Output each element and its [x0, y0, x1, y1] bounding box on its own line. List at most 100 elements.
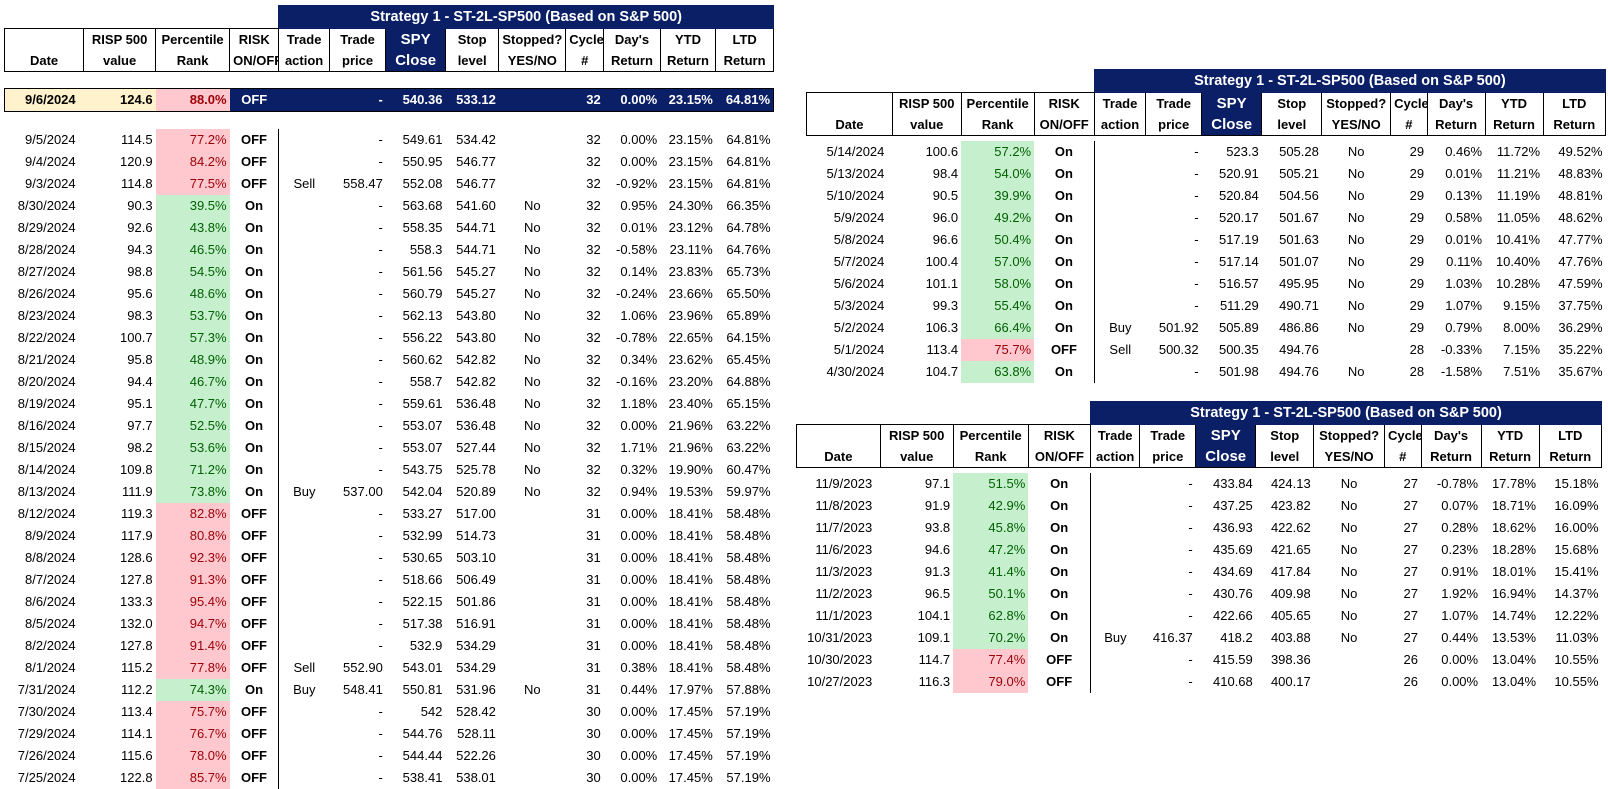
stopped-cell [1314, 649, 1385, 671]
rank-cell: 39.9% [961, 185, 1035, 207]
ytd-return-cell: 8.00% [1503, 320, 1541, 335]
table-row: 10/30/2023 114.7 77.4% OFF - 415.59 398.36 26 0.… [797, 649, 1602, 671]
stopped-cell: No [1347, 254, 1365, 269]
close-cell: 543.75 [402, 462, 443, 477]
date-cell: 10/31/2023 [807, 630, 873, 645]
table-row: 8/6/2024 133.3 95.4% OFF - 522.15 501.86 31 0.00… [5, 591, 774, 613]
stopped-cell: No [523, 484, 541, 499]
table-row: 5/1/2024 113.4 75.7% OFF Sell 500.32 500.35 494… [807, 339, 1606, 361]
action-cell [278, 371, 330, 393]
rank-cell: 43.8% [155, 217, 230, 239]
action-cell: Sell [278, 173, 330, 195]
table-1: Strategy 1 - ST-2L-SP500 (Based on S&P 5… [3, 5, 774, 789]
current-row: 9/6/2024 124.6 88.0% OFF - 540.36 533.12… [3, 88, 774, 112]
cycle-cell: 32 [586, 440, 601, 455]
ltd-return-cell: 16.09% [1554, 498, 1599, 513]
ytd-return-cell: 14.74% [1491, 608, 1537, 623]
price-cell: - [378, 726, 383, 741]
header-cell: Rank [952, 446, 1029, 468]
ytd-return-cell: 21.96% [668, 418, 713, 433]
stop-cell: 534.29 [456, 660, 496, 675]
ytd-return-cell: 18.41% [668, 660, 713, 675]
close-cell: 532.99 [402, 528, 443, 543]
risp-cell: 127.8 [120, 572, 153, 587]
risk-cell: On [244, 330, 264, 345]
cycle-cell: 27 [1403, 630, 1419, 645]
price-cell: - [378, 286, 383, 301]
header-cell: Day's [1420, 424, 1482, 446]
ltd-return-cell: 64.88% [726, 374, 771, 389]
ytd-return-cell: 23.20% [668, 374, 713, 389]
stopped-cell: No [1340, 476, 1358, 491]
header-cell-spy: SPY [1201, 92, 1262, 114]
date-cell: 8/20/2024 [17, 374, 76, 389]
risk-cell: OFF [241, 132, 267, 147]
date-cell: 9/4/2024 [25, 154, 76, 169]
date-cell: 8/27/2024 [17, 264, 76, 279]
day-return-cell: -0.58% [616, 242, 658, 257]
header-cell: value [891, 114, 962, 136]
header-cell: Stopped? [1321, 92, 1391, 114]
stopped-cell: No [1340, 542, 1358, 557]
stop-cell: 525.78 [456, 462, 496, 477]
ltd-return-cell: 15.18% [1554, 476, 1599, 491]
close-cell: 550.95 [402, 154, 443, 169]
rank-cell: 77.4% [953, 649, 1029, 671]
action-cell [1093, 229, 1146, 251]
risp-cell: 96.0 [932, 210, 959, 225]
day-return-cell: 0.95% [620, 198, 658, 213]
date-cell: 11/3/2023 [815, 564, 873, 579]
current-action [278, 88, 330, 112]
rank-cell: 94.7% [155, 613, 230, 635]
ytd-return-cell: 17.97% [668, 682, 713, 697]
risp-cell: 127.8 [120, 638, 153, 653]
ltd-return-cell: 58.48% [726, 638, 771, 653]
cycle-cell: 29 [1409, 166, 1425, 181]
close-cell: 544.76 [402, 726, 443, 741]
date-cell: 8/8/2024 [25, 550, 76, 565]
ytd-return-cell: 18.41% [668, 528, 713, 543]
ltd-return-cell: 47.77% [1558, 232, 1603, 247]
stopped-cell: No [1340, 630, 1358, 645]
cycle-cell: 27 [1403, 520, 1419, 535]
header-cell: Return [1542, 114, 1607, 136]
stopped-cell: No [523, 396, 541, 411]
header-cell: level [1261, 114, 1322, 136]
cycle-cell: 28 [1409, 364, 1425, 379]
action-cell [1093, 141, 1146, 163]
table-row: 11/7/2023 93.8 45.8% On - 436.93 422.62 No 27 0.2… [797, 517, 1602, 539]
header-cell: Date [3, 50, 84, 72]
header-cell: Return [603, 50, 661, 72]
risp-cell: 104.1 [917, 608, 951, 623]
header-cell: YES/NO [498, 50, 566, 72]
header-cell: Return [1420, 446, 1482, 468]
ytd-return-cell: 23.66% [668, 286, 713, 301]
risk-cell: OFF [241, 660, 267, 675]
strategy-title: Strategy 1 - ST-2L-SP500 (Based on S&P 5… [1093, 69, 1607, 93]
day-return-cell: 0.00% [620, 726, 658, 741]
stop-cell: 534.29 [456, 638, 496, 653]
risk-cell: OFF [241, 748, 267, 763]
stopped-cell: No [1340, 564, 1358, 579]
price-cell: - [378, 770, 383, 785]
close-cell: 543.01 [402, 660, 443, 675]
date-cell: 5/10/2024 [826, 188, 885, 203]
rank-cell: 62.8% [953, 605, 1029, 627]
rank-cell: 74.3% [155, 679, 230, 701]
header-cell: ON/OFF [1027, 446, 1091, 468]
risp-cell: 122.8 [120, 770, 153, 785]
price-cell: 500.32 [1158, 342, 1199, 357]
risk-cell: On [244, 198, 264, 213]
header-cell: Date [796, 446, 881, 468]
stop-cell: 504.56 [1279, 188, 1319, 203]
close-cell: 437.25 [1213, 498, 1253, 513]
day-return-cell: 0.00% [620, 550, 658, 565]
ytd-return-cell: 18.28% [1491, 542, 1537, 557]
ltd-return-cell: 64.81% [726, 176, 771, 191]
risk-cell: On [244, 484, 264, 499]
price-cell: - [1188, 586, 1193, 601]
header-cell: price [328, 50, 386, 72]
risk-cell: OFF [241, 726, 267, 741]
cycle-cell: 29 [1409, 254, 1425, 269]
stopped-cell [499, 525, 566, 547]
